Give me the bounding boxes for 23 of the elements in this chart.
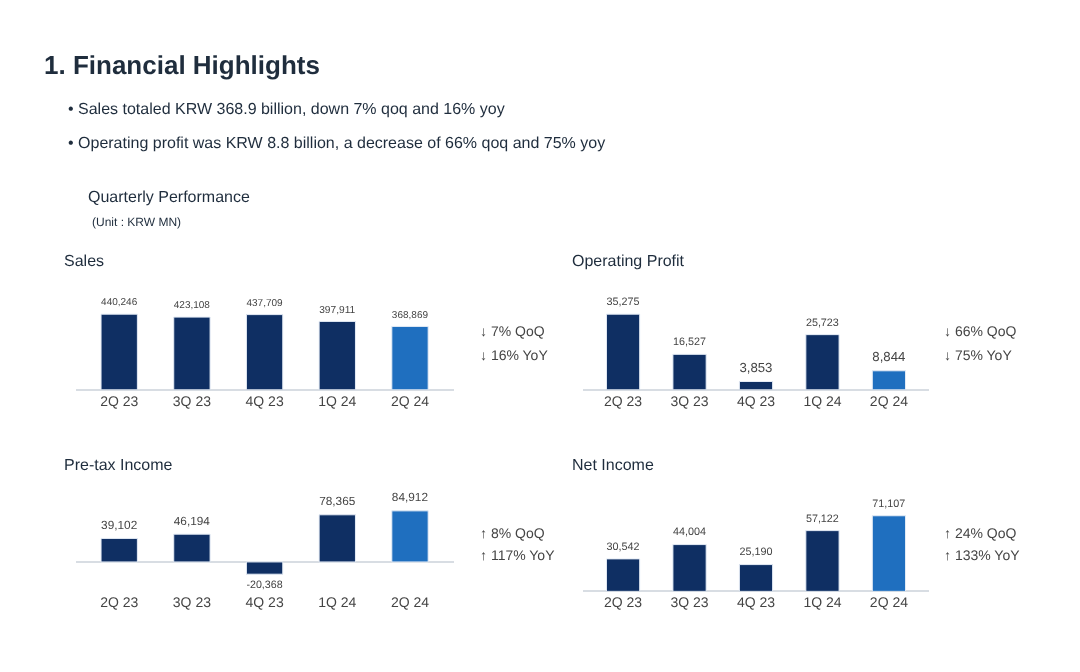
bar: [871, 370, 907, 390]
text: 1. Financial Highlights: [44, 50, 320, 80]
chart-title: Pre-tax Income: [64, 456, 174, 474]
bar: [318, 514, 356, 563]
bar: [391, 510, 429, 563]
text: Quarterly Performance: [88, 188, 251, 206]
bar: [672, 544, 707, 592]
bar: [100, 537, 138, 563]
bar: [738, 381, 774, 390]
chart-title: Net Income: [572, 456, 655, 474]
bar: [672, 353, 707, 390]
bar: [605, 313, 641, 390]
bar: [738, 564, 774, 592]
chart-title: Sales: [64, 252, 105, 270]
bar: [805, 530, 840, 592]
bar: [805, 334, 840, 390]
bar: [605, 558, 641, 592]
text: • Operating profit was KRW 8.8 billion, a decrease of 66% qoq and 75% yoy: [68, 134, 606, 152]
bar: [245, 561, 284, 575]
chart-title: Operating Profit: [572, 252, 686, 270]
bar: [871, 515, 907, 592]
bar: [173, 533, 211, 563]
text: • Sales totaled KRW 368.9 billion, down 7% qoq and 16% yoy: [68, 100, 505, 118]
